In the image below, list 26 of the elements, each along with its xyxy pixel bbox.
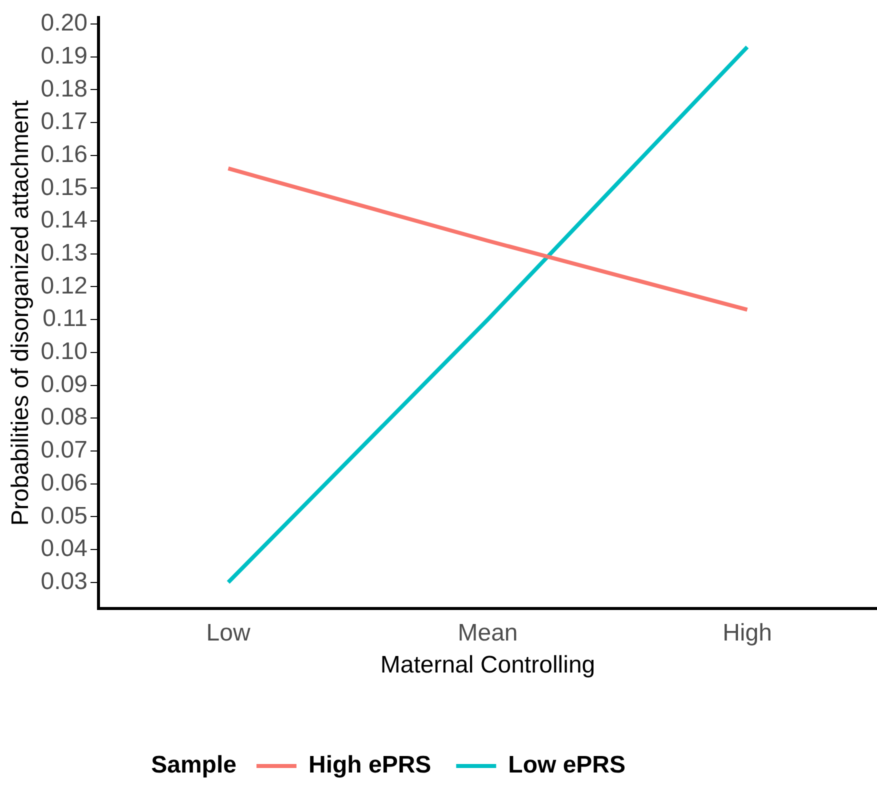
y-tick-label: 0.07 <box>40 436 88 464</box>
y-tick-label: 0.10 <box>40 338 88 366</box>
y-tick-label: 0.12 <box>40 272 88 300</box>
y-tick-label: 0.08 <box>40 404 88 431</box>
y-tick-label: 0.18 <box>40 75 88 102</box>
y-tick-label: 0.09 <box>40 370 88 398</box>
y-tick-label: 0.04 <box>40 535 88 562</box>
y-tick-label: 0.13 <box>40 240 88 267</box>
y-tick-label: 0.03 <box>40 568 88 595</box>
y-axis-title: Probabilities of disorganized attachment <box>7 100 34 526</box>
y-tick-label: 0.14 <box>40 206 88 234</box>
y-tick-label: 0.20 <box>40 10 88 37</box>
x-axis-title: Maternal Controlling <box>380 651 596 678</box>
y-tick-label: 0.16 <box>40 140 88 168</box>
y-tick-label: 0.11 <box>42 305 88 332</box>
x-tick-label: High <box>722 620 772 647</box>
legend-title: Sample <box>151 752 236 779</box>
y-tick-label: 0.19 <box>40 42 88 70</box>
y-tick-label: 0.05 <box>40 502 88 530</box>
legend-label: High ePRS <box>308 752 432 779</box>
y-tick-label: 0.15 <box>40 174 88 201</box>
x-tick-label: Low <box>206 620 251 647</box>
legend-label: Low ePRS <box>508 752 626 779</box>
y-tick-label: 0.17 <box>40 108 88 136</box>
y-tick-label: 0.06 <box>40 469 88 496</box>
x-tick-label: Mean <box>458 620 518 647</box>
